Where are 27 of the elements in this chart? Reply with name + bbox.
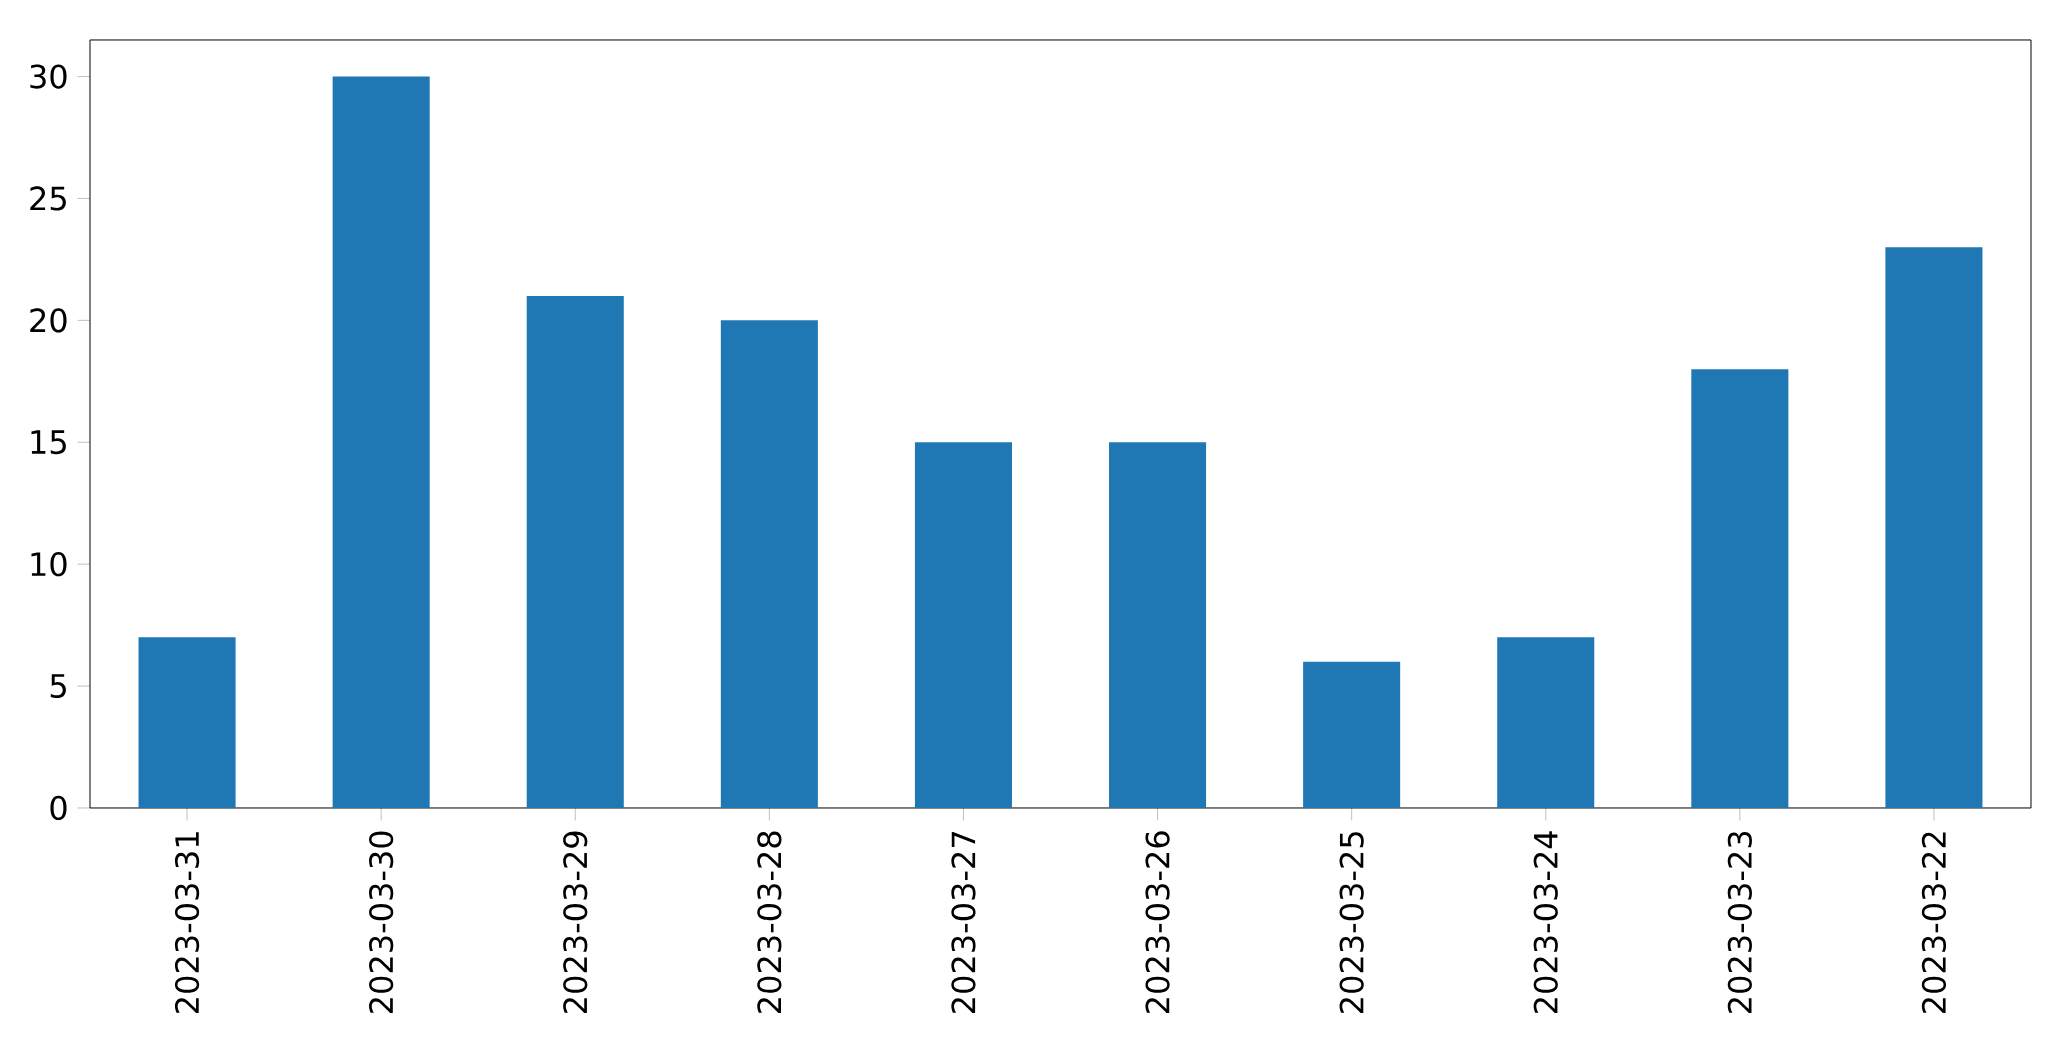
bar [720,320,818,808]
bar [332,76,430,808]
bar [1885,247,1983,808]
x-tick-label: 2023-03-29 [563,831,588,1013]
x-tick-label: 2023-03-27 [951,832,976,1013]
y-tick-label: 0 [50,795,67,821]
x-tick-label: 2023-03-28 [757,831,782,1013]
y-tick-label: 10 [31,552,67,577]
x-tick-label: 2023-03-24 [1533,831,1558,1013]
y-tick-label: 30 [30,64,67,89]
bar [1497,637,1595,808]
bar [914,442,1012,808]
y-tick-label: 15 [31,430,66,455]
x-tick-label: 2023-03-26 [1145,831,1170,1013]
bar [138,637,236,808]
bar [526,296,624,808]
bar [1109,442,1207,808]
y-tick-label: 20 [30,308,67,333]
y-tick-label: 5 [50,674,66,698]
bar [1303,661,1401,808]
y-tick-label: 25 [30,186,66,211]
x-tick-label: 2023-03-31 [174,832,200,1013]
x-tick-label: 2023-03-25 [1339,832,1364,1013]
x-tick-label: 2023-03-22 [1921,832,1947,1013]
x-tick-label: 2023-03-30 [369,831,394,1013]
bar [1691,369,1789,808]
x-tick-label: 2023-03-23 [1727,831,1752,1013]
